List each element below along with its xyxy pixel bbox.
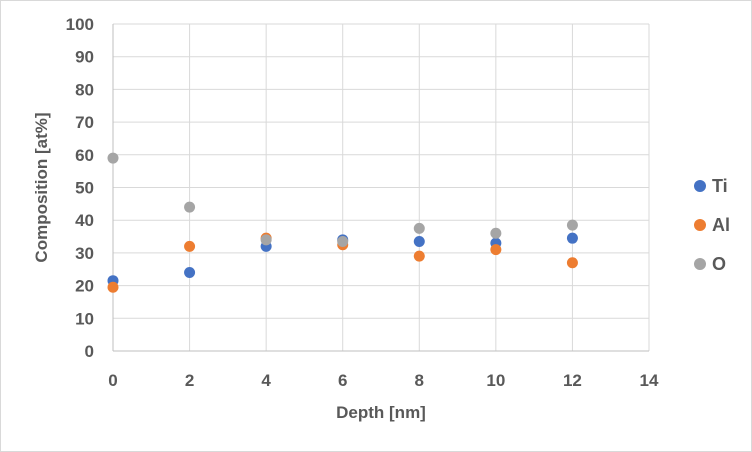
- y-tick-label: 40: [75, 211, 94, 230]
- legend-marker-o: [694, 258, 706, 270]
- y-tick-label: 30: [75, 244, 94, 263]
- x-tick-label: 6: [338, 371, 347, 390]
- x-tick-label: 8: [415, 371, 424, 390]
- x-axis-title: Depth [nm]: [336, 403, 426, 422]
- legend-marker-al: [694, 219, 706, 231]
- axes: [112, 24, 649, 352]
- grid: [113, 23, 650, 351]
- point-ti: [413, 235, 425, 247]
- y-tick-label: 50: [75, 179, 94, 198]
- y-tick-label: 100: [66, 15, 94, 34]
- y-tick-label: 60: [75, 146, 94, 165]
- point-al: [413, 250, 425, 262]
- point-al: [490, 244, 502, 256]
- tick-labels: 0 10 20 30 40 50 60 70 80 90 100 0 2 4 6 8 10 12 14: [66, 15, 659, 390]
- x-tick-label: 14: [640, 371, 659, 390]
- legend-label-o: O: [712, 254, 726, 274]
- point-o: [184, 201, 196, 213]
- point-ti: [184, 267, 196, 279]
- point-o: [107, 152, 119, 164]
- series-o: [107, 152, 578, 247]
- data-points: [107, 152, 578, 293]
- y-axis-title: Composition [at%]: [32, 112, 51, 262]
- point-al: [566, 257, 578, 269]
- legend-label-al: Al: [712, 215, 730, 235]
- y-tick-label: 90: [75, 48, 94, 67]
- legend: Ti Al O: [694, 176, 730, 274]
- point-o: [490, 227, 502, 239]
- point-al: [184, 240, 196, 252]
- y-tick-label: 80: [75, 80, 94, 99]
- point-o: [413, 222, 425, 234]
- point-o: [260, 234, 272, 246]
- point-al: [107, 281, 119, 293]
- y-tick-label: 10: [75, 309, 94, 328]
- legend-marker-ti: [694, 180, 706, 192]
- point-ti: [566, 232, 578, 244]
- point-o: [337, 235, 349, 247]
- legend-label-ti: Ti: [712, 176, 728, 196]
- point-o: [566, 219, 578, 231]
- x-tick-label: 0: [108, 371, 117, 390]
- y-tick-label: 20: [75, 277, 94, 296]
- x-tick-label: 10: [486, 371, 505, 390]
- x-tick-label: 12: [563, 371, 582, 390]
- y-tick-label: 0: [85, 342, 94, 361]
- x-tick-label: 4: [261, 371, 271, 390]
- x-tick-label: 2: [185, 371, 194, 390]
- y-tick-label: 70: [75, 113, 94, 132]
